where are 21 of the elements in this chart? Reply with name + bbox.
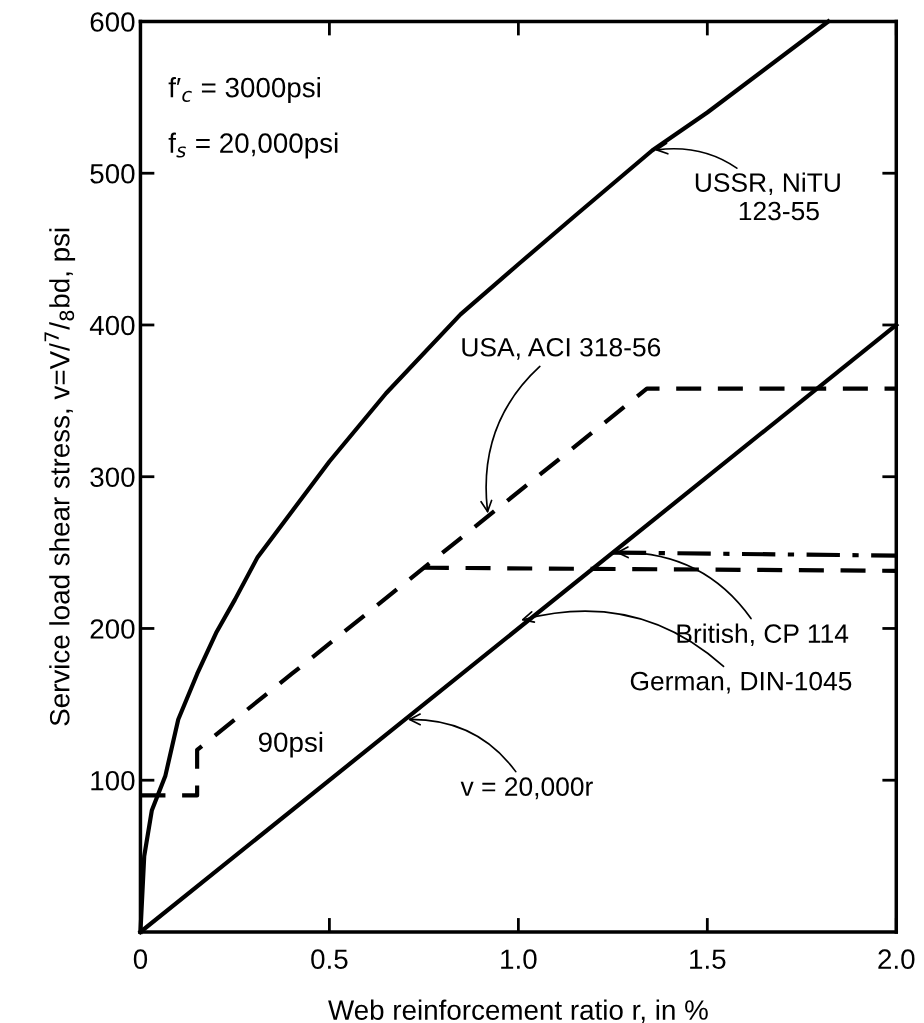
x-tick-label: 2.0 xyxy=(878,949,915,970)
annotation: v = 20,000r xyxy=(460,777,593,800)
y-tick-label: 300 xyxy=(90,467,135,488)
annotation: USA, ACI 318-56 xyxy=(462,337,661,360)
annotation: f′$_{c}$ = 3000psi xyxy=(168,77,320,103)
annotation: 90psi xyxy=(258,731,323,758)
x-tick-label: 1.5 xyxy=(690,949,726,970)
y-tick-label: 100 xyxy=(91,770,135,791)
y-tick-label: 600 xyxy=(90,12,135,32)
annotation: British, CP 114 xyxy=(677,623,849,647)
annotation: f$_{s}$ = 20,000psi xyxy=(168,132,338,159)
y-tick-label: 500 xyxy=(90,163,135,184)
y-axis-title: Service load shear stress, v=V/$^{7}$/$_{8}$bd, psi xyxy=(44,228,76,726)
y-tick-label: 200 xyxy=(90,619,135,639)
x-tick-label: 0 xyxy=(133,949,148,970)
annotation: German, DIN-1045 xyxy=(630,671,852,694)
x-tick-label: 1.0 xyxy=(501,949,537,970)
annotation: USSR, NiTU 123-55 xyxy=(695,172,840,221)
x-tick-label: 0.5 xyxy=(311,949,348,970)
y-tick-label: 400 xyxy=(89,315,135,336)
x-axis-title: Web reinforcement ratio r, in % xyxy=(328,999,708,1023)
